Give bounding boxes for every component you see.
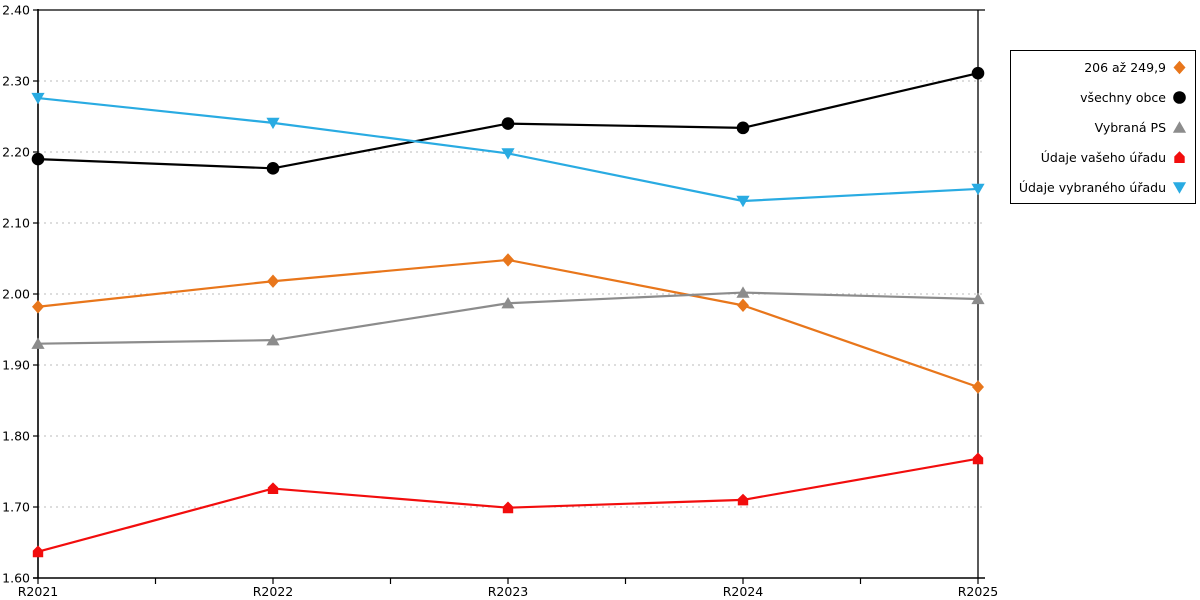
legend-marker-triangle-up-icon [1172, 120, 1187, 133]
data-point-marker [736, 195, 750, 208]
data-point-marker [971, 66, 985, 80]
data-point-marker [736, 121, 750, 135]
series-line-0 [37, 258, 979, 389]
legend-item-4: Údaje vybraného úřadu [1011, 173, 1195, 201]
data-point-marker [737, 493, 749, 506]
legend-item-2: Vybraná PS [1011, 113, 1195, 141]
y-axis-tick-label: 1.60 [2, 571, 30, 586]
legend-marker-house-icon [1174, 150, 1185, 163]
data-point-marker [971, 292, 985, 305]
legend-item-0: 206 až 249,9 [1011, 53, 1195, 81]
data-point-marker [501, 117, 515, 130]
data-point-marker [502, 501, 514, 514]
data-point-marker [266, 117, 280, 130]
data-point-marker [972, 380, 984, 394]
y-axis-tick-label: 2.10 [2, 216, 30, 231]
legend-marker-diamond-icon [1173, 60, 1186, 74]
y-axis-tick-label: 2.00 [2, 287, 30, 302]
data-point-marker [31, 152, 45, 166]
data-point-marker [972, 452, 984, 465]
data-point-marker [32, 545, 44, 558]
legend-marker-triangle-down-icon [1172, 181, 1187, 194]
y-axis-tick-label: 1.80 [2, 429, 30, 444]
x-axis-tick-label: R2022 [253, 584, 294, 599]
chart-legend: 206 až 249,9 všechny obce Vybraná PS Údaje … [1010, 50, 1196, 204]
data-point-marker [32, 300, 44, 314]
y-axis-tick-label: 1.70 [2, 500, 30, 515]
y-axis-tick-label: 1.90 [2, 358, 30, 373]
y-axis-tick-label: 2.30 [2, 74, 30, 89]
data-point-marker [266, 333, 280, 346]
data-point-marker [501, 297, 515, 309]
data-point-marker [267, 482, 279, 495]
data-point-marker [31, 337, 45, 349]
legend-item-3: Údaje vašeho úřadu [1011, 143, 1195, 171]
legend-item-label: Vybraná PS [1094, 119, 1166, 135]
legend-item-1: všechny obce [1011, 83, 1195, 111]
data-point-marker [266, 162, 280, 175]
data-point-marker [502, 253, 514, 267]
data-point-marker [737, 298, 749, 313]
x-axis-tick-label: R2021 [18, 584, 59, 599]
y-axis-tick-label: 2.20 [2, 145, 30, 160]
data-point-marker [501, 148, 515, 160]
data-point-marker [971, 183, 985, 196]
data-point-marker [31, 92, 45, 105]
y-axis-tick-label: 2.40 [2, 3, 30, 18]
legend-item-label: 206 až 249,9 [1084, 59, 1166, 75]
legend-item-label: Údaje vybraného úřadu [1018, 179, 1166, 195]
legend-item-label: Údaje vašeho úřadu [1040, 149, 1166, 165]
data-point-marker [736, 286, 750, 298]
x-axis-tick-label: R2023 [488, 584, 529, 599]
legend-item-label: všechny obce [1080, 89, 1166, 105]
legend-marker-circle-icon [1173, 90, 1186, 104]
data-point-marker [267, 274, 279, 288]
x-axis-tick-label: R2024 [723, 584, 764, 599]
x-axis-tick-label: R2025 [958, 584, 999, 599]
